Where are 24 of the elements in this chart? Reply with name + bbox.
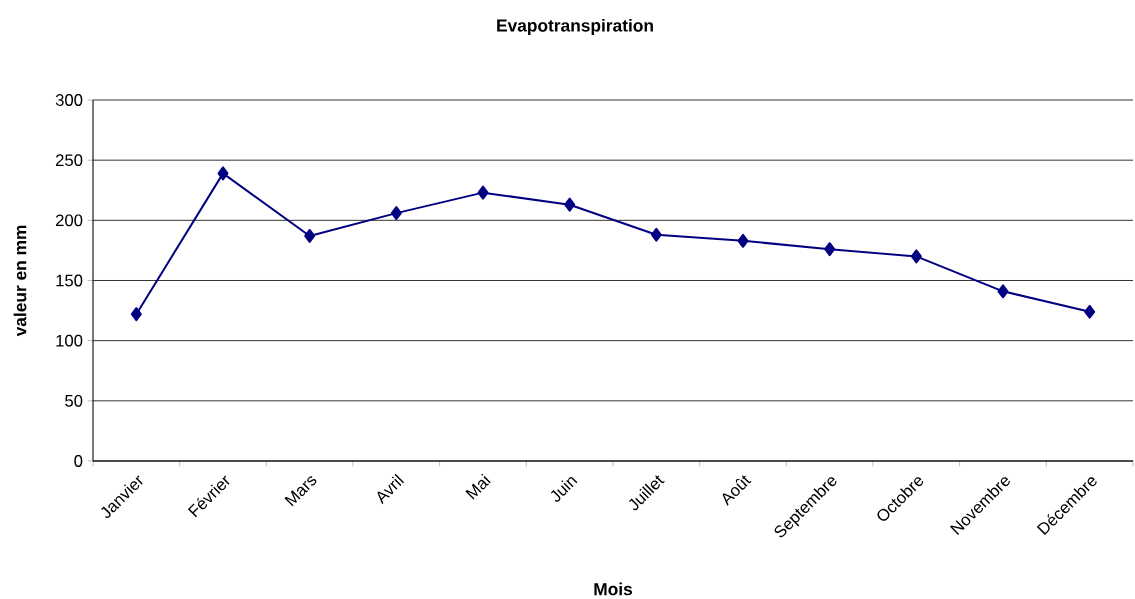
point	[997, 284, 1009, 299]
x-tick-label: Mai	[465, 473, 491, 500]
point	[564, 197, 576, 212]
y-tick-label: 250	[56, 154, 83, 167]
x-tick-label: Juin	[550, 476, 578, 502]
point	[910, 249, 922, 264]
point	[477, 185, 489, 200]
y-tick-label: 150	[56, 274, 83, 287]
point	[650, 227, 662, 242]
y-tick-label: 200	[56, 214, 83, 227]
point	[824, 242, 836, 257]
point	[217, 166, 229, 181]
y-tick-label: 0	[74, 455, 83, 467]
chart-title: Evapotranspiration	[497, 18, 653, 36]
y-tick-label: 100	[56, 334, 83, 347]
point	[737, 233, 749, 248]
point	[304, 228, 316, 243]
point	[1084, 304, 1096, 319]
y-axis-title: valeur en mm	[13, 225, 27, 337]
point	[130, 307, 142, 322]
point	[390, 206, 402, 221]
y-tick-label: 50	[65, 394, 83, 407]
y-tick-label: 300	[55, 94, 83, 106]
x-axis-title: Mois	[594, 582, 633, 596]
